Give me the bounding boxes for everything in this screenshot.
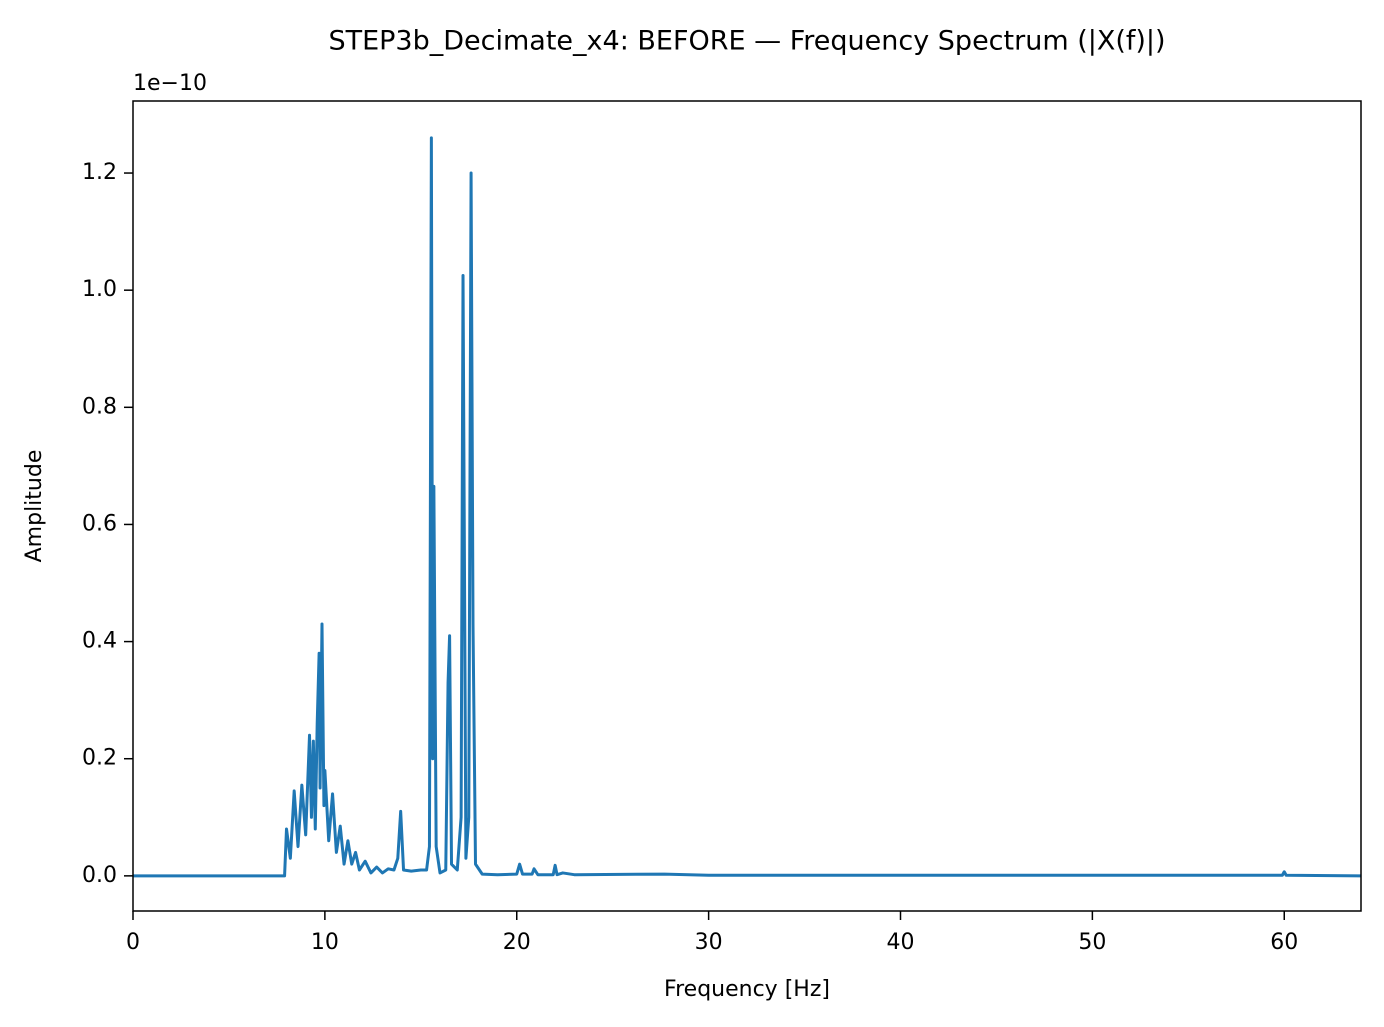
x-tick-label: 40 [887, 930, 915, 955]
x-axis-label: Frequency [Hz] [664, 977, 830, 1002]
y-tick-label: 0.6 [82, 511, 117, 536]
x-tick-label: 60 [1270, 930, 1298, 955]
y-tick-label: 0.0 [82, 863, 117, 888]
y-tick-label: 1.2 [82, 160, 117, 185]
plot-frame [132, 100, 1362, 912]
y-axis-label: Amplitude [22, 450, 47, 563]
y-offset-label: 1e−10 [133, 71, 207, 96]
y-tick-label: 0.2 [82, 746, 117, 771]
x-tick-label: 10 [311, 930, 339, 955]
y-tick-label: 0.8 [82, 394, 117, 419]
x-tick-label: 30 [695, 930, 723, 955]
y-tick-label: 1.0 [82, 277, 117, 302]
x-tick-label: 50 [1078, 930, 1106, 955]
y-tick-label: 0.4 [82, 629, 117, 654]
x-tick-label: 0 [126, 930, 140, 955]
chart-title: STEP3b_Decimate_x4: BEFORE — Frequency S… [328, 26, 1165, 57]
x-tick-label: 20 [503, 930, 531, 955]
spectrum-line [133, 136, 1361, 878]
